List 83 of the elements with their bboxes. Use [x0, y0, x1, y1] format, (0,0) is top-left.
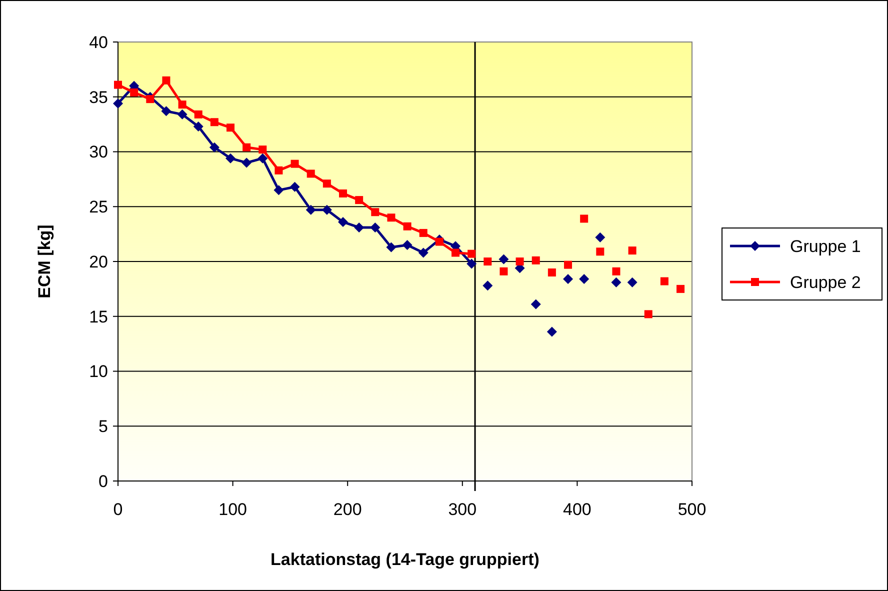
point	[644, 310, 652, 318]
point	[322, 180, 331, 188]
point	[161, 106, 172, 116]
point	[530, 299, 541, 310]
x-axis-title: Laktationstag (14-Tage gruppiert)	[270, 550, 540, 569]
point	[306, 204, 316, 215]
point	[676, 284, 685, 293]
y-tick-label: 5	[98, 417, 108, 436]
point	[612, 267, 620, 276]
point	[611, 277, 622, 288]
point	[274, 166, 283, 174]
y-tick-label: 30	[89, 142, 108, 162]
point	[532, 256, 540, 264]
point	[177, 109, 188, 120]
point	[274, 185, 284, 196]
point	[452, 248, 460, 257]
point	[355, 196, 364, 204]
point	[579, 274, 590, 284]
point	[194, 110, 202, 118]
x-tick-label: 0	[113, 500, 123, 519]
point	[500, 267, 508, 276]
legend-label: Gruppe 1	[790, 236, 861, 256]
point	[242, 158, 252, 168]
point	[242, 143, 251, 152]
point	[338, 216, 348, 227]
point	[596, 248, 604, 256]
point	[498, 254, 509, 264]
point	[548, 268, 556, 276]
point	[482, 280, 493, 291]
x-tick-label: 400	[563, 500, 592, 519]
point	[354, 222, 364, 232]
y-tick-label: 40	[89, 32, 108, 52]
point	[435, 238, 444, 246]
point	[178, 100, 186, 109]
point	[370, 222, 380, 232]
point	[146, 95, 154, 104]
point	[339, 189, 348, 198]
point	[193, 122, 204, 132]
point	[387, 214, 396, 222]
x-tick-label: 200	[333, 500, 362, 519]
y-tick-label: 25	[89, 198, 108, 217]
point	[516, 258, 524, 266]
point	[306, 170, 315, 178]
point	[386, 242, 396, 252]
y-tick-label: 10	[89, 362, 108, 382]
point	[418, 248, 428, 258]
point	[258, 153, 268, 164]
y-tick-label: 0	[98, 472, 108, 491]
point	[468, 250, 476, 258]
legend-label: Gruppe 2	[790, 272, 861, 292]
point	[402, 240, 412, 250]
y-tick-label: 35	[89, 88, 108, 107]
point	[580, 214, 588, 223]
point	[290, 182, 300, 192]
point	[403, 222, 412, 230]
point	[546, 326, 557, 337]
point	[660, 277, 668, 286]
point	[162, 76, 170, 84]
point	[466, 258, 477, 269]
point	[595, 232, 606, 242]
point	[484, 258, 492, 266]
x-tick-label: 100	[218, 500, 247, 519]
point	[628, 246, 636, 255]
point	[114, 80, 122, 89]
point	[130, 88, 138, 96]
point	[563, 274, 574, 284]
point	[627, 277, 638, 288]
y-tick-label: 20	[89, 252, 108, 272]
point	[564, 260, 572, 269]
y-axis-title: ECM [kg]	[35, 224, 54, 298]
point	[371, 208, 380, 216]
x-tick-label: 500	[678, 500, 706, 519]
y-tick-label: 15	[89, 307, 108, 326]
point	[226, 124, 235, 132]
point	[419, 228, 428, 237]
point	[209, 142, 220, 152]
point	[258, 146, 267, 154]
point	[322, 204, 332, 215]
point	[210, 118, 218, 126]
point	[226, 153, 236, 164]
x-tick-label: 300	[448, 500, 477, 519]
point	[113, 98, 123, 108]
point	[290, 160, 299, 168]
